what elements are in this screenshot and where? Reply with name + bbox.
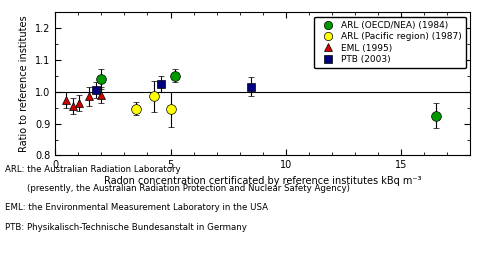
- Text: (presently, the Australian Radiation Protection and Nuclear Safety Agency): (presently, the Australian Radiation Pro…: [5, 184, 349, 193]
- Text: EML: the Environmental Measurement Laboratory in the USA: EML: the Environmental Measurement Labor…: [5, 203, 268, 213]
- Legend: ARL (OECD/NEA) (1984), ARL (Pacific region) (1987), EML (1995), PTB (2003): ARL (OECD/NEA) (1984), ARL (Pacific regi…: [314, 17, 466, 68]
- Text: PTB: Physikalisch-Technische Bundesanstalt in Germany: PTB: Physikalisch-Technische Bundesansta…: [5, 223, 247, 232]
- X-axis label: Radon concentration certificated by reference institutes kBq m⁻³: Radon concentration certificated by refe…: [104, 176, 421, 186]
- Y-axis label: Ratio to reference institutes: Ratio to reference institutes: [19, 16, 29, 152]
- Text: ARL: the Australian Radiation Laboratory: ARL: the Australian Radiation Laboratory: [5, 165, 180, 174]
